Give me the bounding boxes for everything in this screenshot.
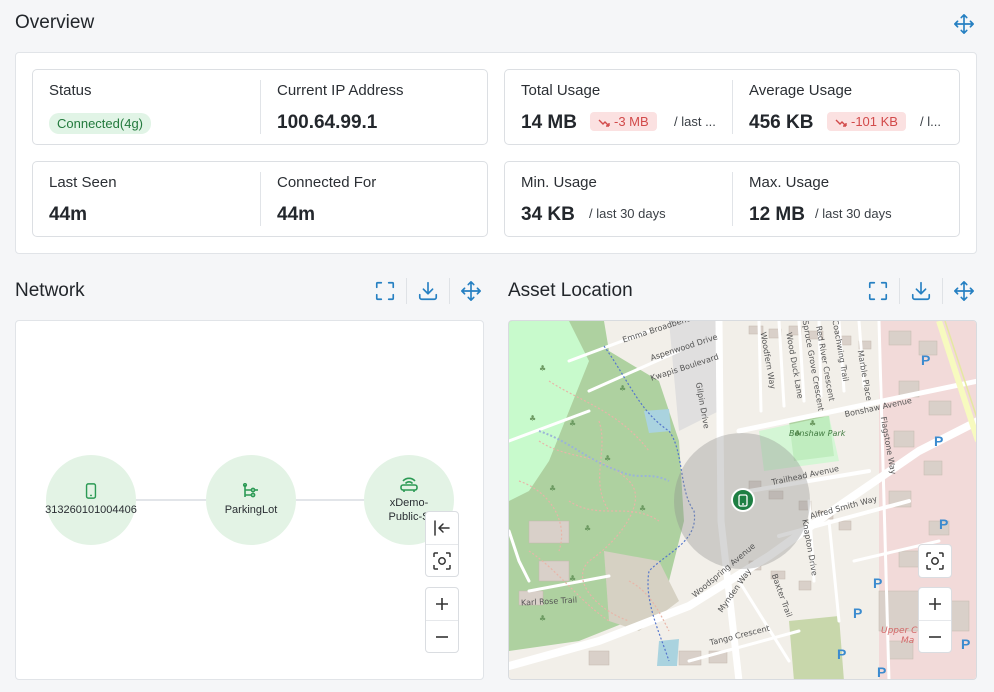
- last-seen-value: 44m: [49, 204, 88, 225]
- total-usage-label: Total Usage: [521, 82, 601, 99]
- svg-text:P: P: [934, 433, 943, 449]
- status-ip-group: Status Connected(4g) Current IP Address …: [32, 69, 488, 145]
- graph-node-device[interactable]: 313260101004406: [45, 455, 137, 545]
- min-usage-label: Min. Usage: [521, 174, 597, 191]
- graph-edge: [135, 499, 207, 501]
- total-usage-delta-badge: -3 MB: [590, 112, 657, 131]
- svg-text:P: P: [877, 664, 886, 680]
- zoom-out-button[interactable]: [426, 620, 458, 652]
- graph-fit-controls: [425, 511, 459, 577]
- network-tree-icon: [242, 483, 258, 498]
- map-zoom-controls: [918, 587, 952, 653]
- node-label: ParkingLot: [224, 504, 278, 516]
- download-icon[interactable]: [908, 278, 934, 304]
- move-icon[interactable]: [951, 278, 977, 304]
- graph-edge: [295, 499, 367, 501]
- status-badge: Connected(4g): [49, 113, 151, 134]
- collapse-left-icon: [434, 520, 450, 536]
- node-label: 313260101004406: [45, 504, 137, 516]
- avg-usage-value: 456 KB: [749, 112, 814, 133]
- asset-marker[interactable]: [731, 488, 755, 512]
- svg-text:♣: ♣: [539, 364, 546, 373]
- phone-icon: [738, 493, 748, 507]
- connected-for-label: Connected For: [277, 174, 377, 191]
- svg-text:♣: ♣: [569, 574, 576, 583]
- min-usage-value: 34 KB: [521, 204, 575, 225]
- svg-text:P: P: [961, 636, 970, 652]
- ip-label: Current IP Address: [277, 82, 404, 99]
- avg-usage-label: Average Usage: [749, 82, 853, 99]
- min-max-usage-group: Min. Usage 34 KB / last 30 days Max. Usa…: [504, 161, 960, 237]
- overview-card: Status Connected(4g) Current IP Address …: [15, 52, 977, 254]
- svg-text:Upper C: Upper C: [881, 626, 918, 636]
- phone-icon: [85, 483, 97, 499]
- overview-title: Overview: [15, 12, 95, 33]
- last-seen-group: Last Seen 44m Connected For 44m: [32, 161, 488, 237]
- connected-for-value: 44m: [277, 204, 316, 225]
- svg-text:♣: ♣: [539, 614, 546, 623]
- svg-text:♣: ♣: [584, 524, 591, 533]
- status-label: Status: [49, 82, 92, 99]
- asset-location-map[interactable]: ♣♣♣♣ ♣♣♣♣ ♣♣♣♣ PPP PPP PPP Upper CMa Emm…: [508, 320, 977, 680]
- max-usage-value: 12 MB: [749, 204, 805, 225]
- graph-node-parkinglot[interactable]: ParkingLot: [206, 455, 296, 545]
- street-label: Bonshaw Park: [789, 429, 846, 438]
- download-icon[interactable]: [415, 278, 441, 304]
- plus-icon: [929, 598, 941, 610]
- svg-text:♣: ♣: [529, 414, 536, 423]
- fullscreen-icon[interactable]: [865, 278, 891, 304]
- focus-icon: [926, 552, 944, 570]
- focus-button[interactable]: [426, 544, 458, 576]
- asset-location-title: Asset Location: [508, 280, 633, 301]
- max-usage-suffix: / last 30 days: [815, 206, 892, 221]
- min-usage-suffix: / last 30 days: [589, 206, 666, 221]
- trend-down-icon: [835, 119, 847, 127]
- svg-text:♣: ♣: [604, 454, 611, 463]
- svg-text:Ma: Ma: [901, 636, 914, 646]
- move-icon[interactable]: [951, 11, 977, 37]
- collapse-left-button[interactable]: [426, 512, 458, 544]
- svg-text:P: P: [921, 352, 930, 368]
- total-usage-value: 14 MB: [521, 112, 577, 133]
- map-zoom-in-button[interactable]: [919, 588, 951, 620]
- total-usage-delta: -3 MB: [614, 114, 649, 129]
- graph-zoom-controls: [425, 587, 459, 653]
- ip-value: 100.64.99.1: [277, 112, 378, 133]
- network-graph-panel[interactable]: 313260101004406 ParkingLot xDemo-Public-…: [15, 320, 484, 680]
- fullscreen-icon[interactable]: [372, 278, 398, 304]
- node-label: xDemo-Public-S: [388, 497, 430, 523]
- svg-text:♣: ♣: [549, 484, 556, 493]
- network-title: Network: [15, 280, 85, 301]
- recenter-button[interactable]: [919, 545, 951, 577]
- avg-usage-suffix: / l...: [920, 114, 941, 129]
- max-usage-label: Max. Usage: [749, 174, 830, 191]
- focus-icon: [433, 551, 451, 570]
- zoom-in-button[interactable]: [426, 588, 458, 620]
- avg-usage-delta: -101 KB: [851, 114, 898, 129]
- svg-text:P: P: [853, 605, 862, 621]
- total-usage-suffix: / last ...: [674, 114, 716, 129]
- svg-text:♣: ♣: [569, 419, 576, 428]
- last-seen-label: Last Seen: [49, 174, 117, 191]
- svg-text:♣: ♣: [794, 429, 801, 438]
- usage-group: Total Usage 14 MB -3 MB / last ... Avera…: [504, 69, 960, 145]
- svg-text:P: P: [939, 516, 948, 532]
- trend-down-icon: [598, 119, 610, 127]
- router-icon: [400, 477, 418, 492]
- map-focus-control: [918, 544, 952, 578]
- map-zoom-out-button[interactable]: [919, 620, 951, 652]
- plus-icon: [436, 598, 448, 610]
- svg-text:♣: ♣: [809, 419, 816, 428]
- move-icon[interactable]: [458, 278, 484, 304]
- avg-usage-delta-badge: -101 KB: [827, 112, 906, 131]
- svg-text:P: P: [837, 646, 846, 662]
- svg-text:P: P: [873, 575, 882, 591]
- svg-text:♣: ♣: [619, 384, 626, 393]
- minus-icon: [929, 635, 941, 638]
- svg-text:♣: ♣: [639, 504, 646, 513]
- map-canvas: ♣♣♣♣ ♣♣♣♣ ♣♣♣♣ PPP PPP PPP Upper CMa: [509, 321, 976, 680]
- minus-icon: [436, 635, 448, 638]
